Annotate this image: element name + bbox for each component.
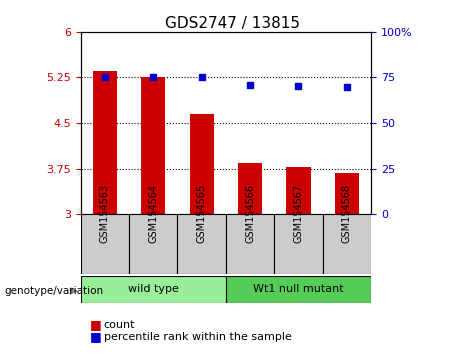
Bar [274,214,323,274]
Text: wild type: wild type [128,284,179,295]
Text: ■: ■ [90,331,101,343]
Text: GSM154566: GSM154566 [245,184,255,243]
Text: GSM154564: GSM154564 [148,184,158,243]
Bar [323,214,371,274]
Text: GSM154568: GSM154568 [342,184,352,243]
Bar [238,162,262,214]
Text: ■: ■ [90,318,101,331]
Bar [81,276,226,303]
Bar [226,276,371,303]
Text: percentile rank within the sample: percentile rank within the sample [104,332,292,342]
Bar [141,78,165,214]
Text: Wt1 null mutant: Wt1 null mutant [253,284,344,295]
Text: GSM154563: GSM154563 [100,184,110,243]
Text: GDS2747 / 13815: GDS2747 / 13815 [165,16,300,31]
Bar [286,167,311,214]
Bar [93,71,117,214]
Bar [81,214,129,274]
Text: count: count [104,320,135,330]
Text: GSM154567: GSM154567 [294,184,303,243]
Text: genotype/variation: genotype/variation [5,286,104,296]
Bar [189,114,214,214]
Text: GSM154565: GSM154565 [197,184,207,243]
Bar [335,173,359,214]
Bar [226,214,274,274]
Bar [177,214,226,274]
Bar [129,214,177,274]
